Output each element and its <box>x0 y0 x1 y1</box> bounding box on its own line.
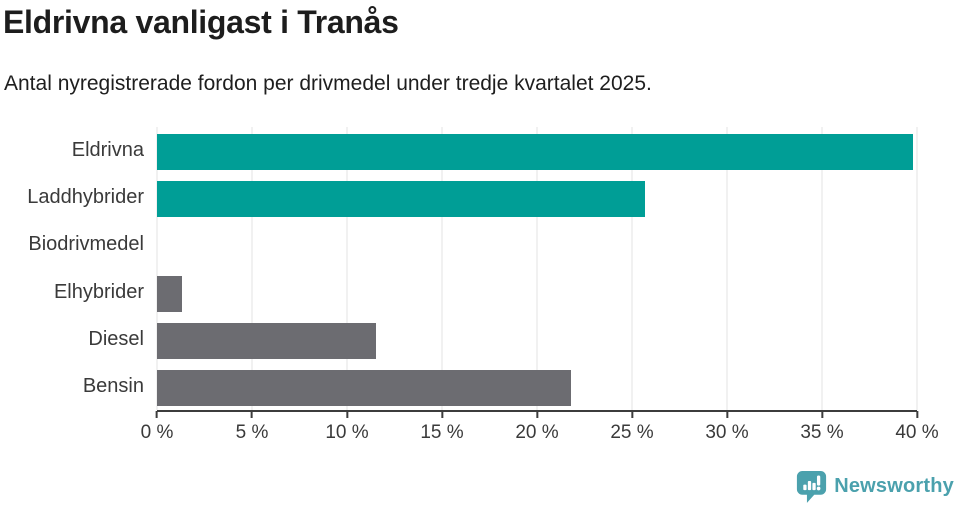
gridline <box>821 127 823 410</box>
x-tick-label: 0 % <box>140 422 174 443</box>
x-tick: 0 % <box>140 411 174 444</box>
x-tick-mark <box>441 411 443 418</box>
x-tick-label: 20 % <box>515 422 559 443</box>
x-tick-mark <box>536 411 538 418</box>
bar-row-biodrivmedel <box>157 221 917 268</box>
x-axis: 0 % 5 % 10 % 15 % 20 % 25 % 30 % 35 % 40 % <box>141 411 939 456</box>
bar-diesel <box>157 322 376 359</box>
plot-area <box>156 127 918 412</box>
category-label-elhybrider: Elhybrider <box>53 280 144 303</box>
x-tick: 40 % <box>895 411 939 444</box>
gridline <box>346 127 348 410</box>
gridline <box>916 127 918 410</box>
x-tick-mark <box>726 411 728 418</box>
category-label-laddhybrider: Laddhybrider <box>27 186 144 209</box>
category-label-diesel: Diesel <box>88 327 144 350</box>
x-tick-label: 40 % <box>895 422 939 443</box>
x-tick: 5 % <box>235 411 269 444</box>
x-tick-label: 10 % <box>325 422 369 443</box>
x-tick-mark <box>631 411 633 418</box>
x-tick-label: 35 % <box>800 422 844 443</box>
x-tick: 15 % <box>420 411 464 444</box>
brand-name: Newsworthy <box>834 475 954 497</box>
gridline <box>156 127 158 410</box>
x-tick: 25 % <box>610 411 654 444</box>
bar-row-bensin <box>157 363 917 410</box>
category-label-eldrivna: Eldrivna <box>71 139 144 162</box>
chart-subtitle: Antal nyregistrerade fordon per drivmede… <box>4 72 652 95</box>
newsworthy-logo[interactable]: Newsworthy <box>796 470 954 503</box>
x-tick-label: 25 % <box>610 422 654 443</box>
x-tick: 20 % <box>515 411 559 444</box>
x-tick-mark <box>346 411 348 418</box>
gridline <box>536 127 538 410</box>
x-tick-mark <box>156 411 158 418</box>
bar-elhybrider <box>157 275 182 312</box>
x-tick-mark <box>251 411 253 418</box>
bar-eldrivna <box>157 134 914 171</box>
chart-title: Eldrivna vanligast i Tranås <box>3 4 399 40</box>
x-tick-mark <box>916 411 918 418</box>
bar-row-elhybrider <box>157 269 917 316</box>
category-label-biodrivmedel: Biodrivmedel <box>28 233 144 256</box>
x-tick: 35 % <box>800 411 844 444</box>
x-tick-label: 5 % <box>235 422 269 443</box>
category-label-bensin: Bensin <box>82 374 144 397</box>
bar-row-diesel <box>157 316 917 363</box>
x-tick-label: 30 % <box>705 422 749 443</box>
gridline <box>726 127 728 410</box>
gridline <box>441 127 443 410</box>
gridline <box>251 127 253 410</box>
bars-layer <box>157 127 917 410</box>
gridline <box>631 127 633 410</box>
x-tick-mark <box>821 411 823 418</box>
bar-laddhybrider <box>157 181 646 218</box>
bar-row-laddhybrider <box>157 174 917 221</box>
x-tick: 30 % <box>705 411 749 444</box>
category-axis: Eldrivna Laddhybrider Biodrivmedel Elhybrid… <box>0 127 144 410</box>
bar-bensin <box>157 369 572 407</box>
newsworthy-bubble-chart-icon <box>797 471 827 503</box>
bar-row-eldrivna <box>157 127 917 174</box>
x-tick-label: 15 % <box>420 422 464 443</box>
x-tick: 10 % <box>325 411 369 444</box>
